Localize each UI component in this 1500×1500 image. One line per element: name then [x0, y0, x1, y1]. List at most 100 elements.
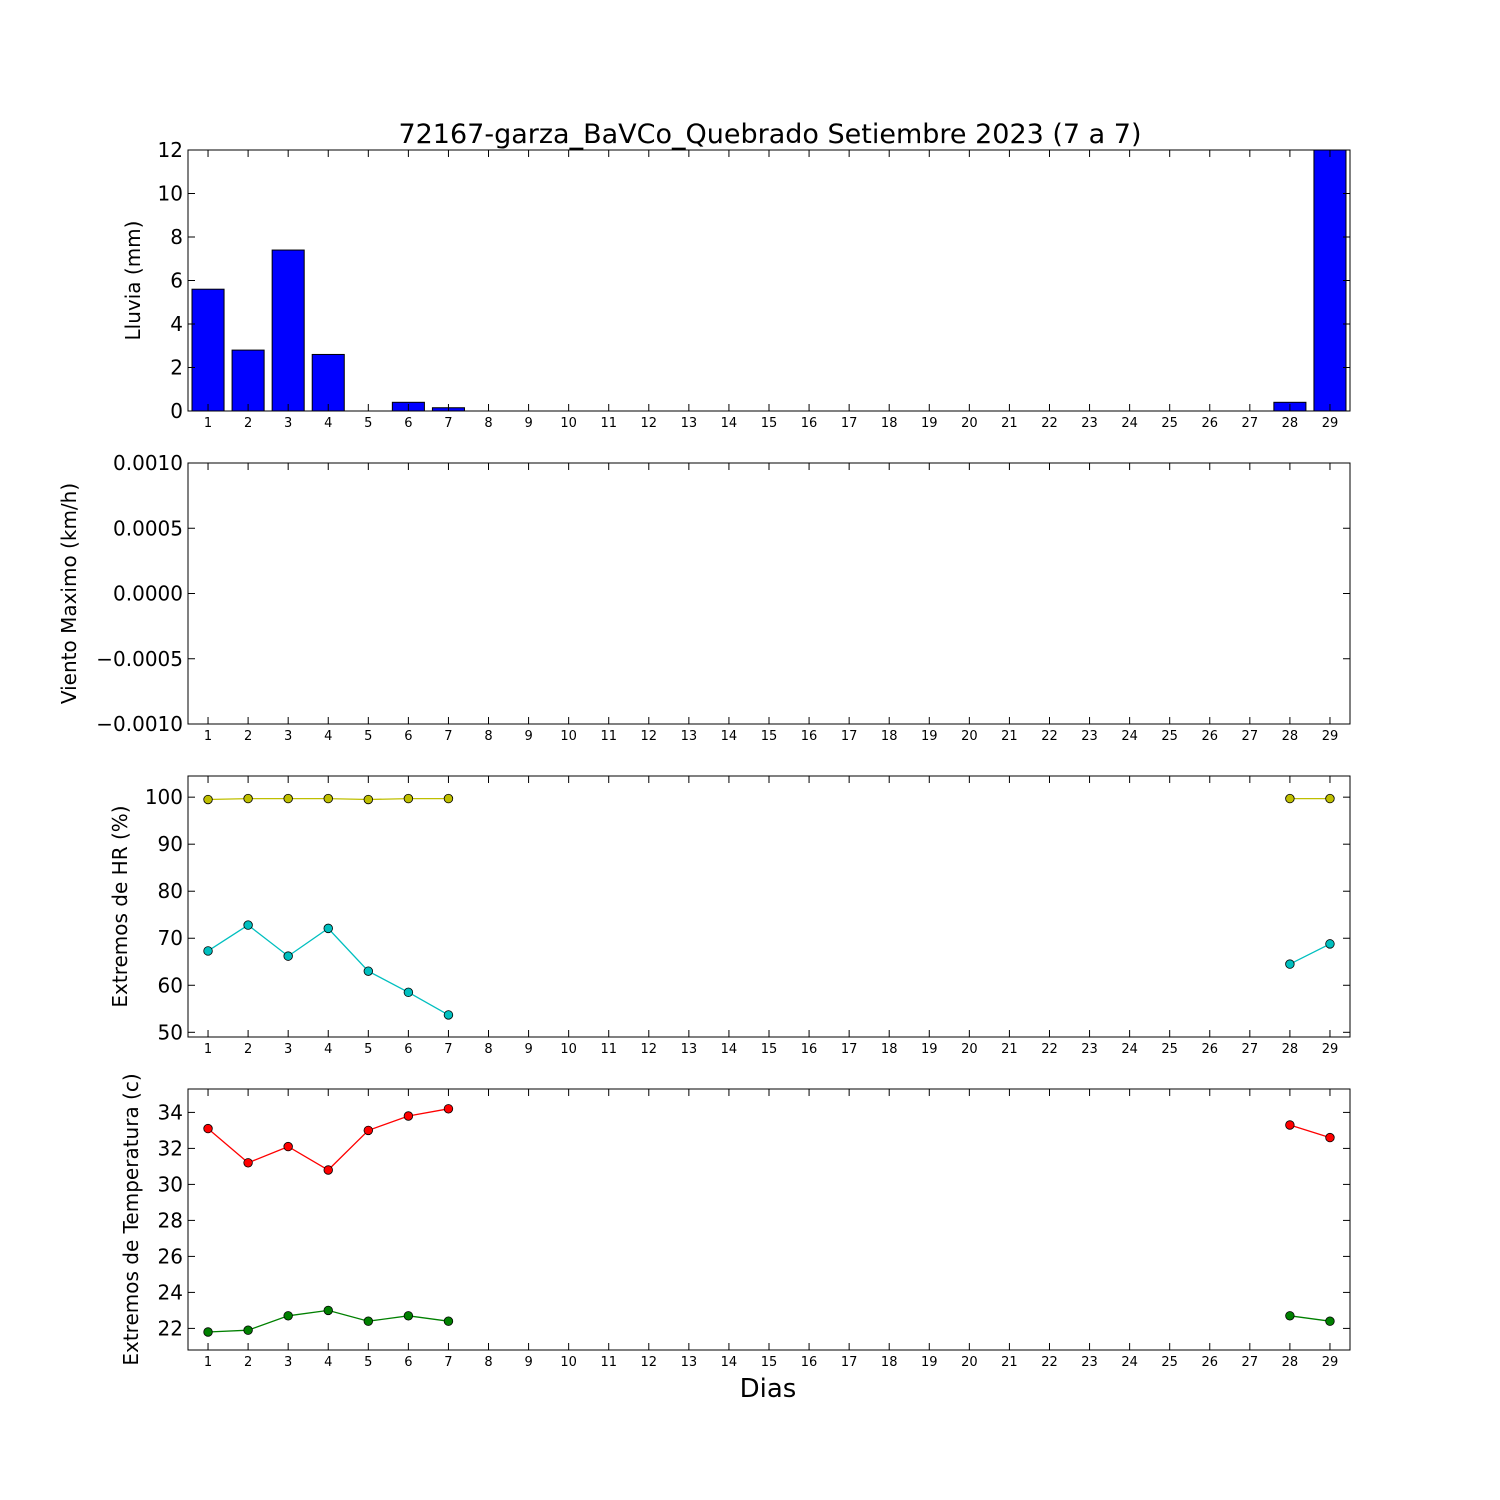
y-tick-label: 6: [170, 269, 183, 293]
temperature-series-1-point: [363, 1125, 374, 1136]
y-tick-label: 24: [158, 1280, 183, 1304]
y-tick-label: 22: [158, 1316, 183, 1340]
x-tick-label: 20: [961, 416, 978, 431]
x-tick-label: 3: [284, 1042, 292, 1057]
x-tick-label: 1: [204, 1042, 212, 1057]
y-tick-label: 4: [170, 312, 183, 336]
y-tick-label: 0.0005: [113, 516, 183, 540]
x-tick-label: 6: [404, 1355, 412, 1370]
humidity-series-2-point: [363, 966, 374, 976]
x-tick-label: 10: [560, 1355, 577, 1370]
x-tick-label: 7: [444, 1042, 452, 1057]
x-tick-label: 21: [1001, 416, 1018, 431]
temperature-series-2-point: [443, 1316, 454, 1326]
x-tick-label: 7: [444, 729, 452, 744]
x-tick-label: 4: [324, 1042, 332, 1057]
x-tick-label: 12: [641, 416, 658, 431]
x-tick-label: 7: [444, 1355, 452, 1370]
x-tick-label: 8: [484, 416, 492, 431]
x-tick-label: 22: [1041, 729, 1058, 744]
x-tick-label: 6: [404, 416, 412, 431]
x-tick-label: 24: [1121, 729, 1138, 744]
x-tick-label: 9: [524, 729, 532, 744]
y-tick-label: 90: [158, 832, 183, 856]
temperature-series-2-point: [243, 1325, 253, 1335]
temperature-series-2-point: [1285, 1311, 1295, 1321]
x-tick-label: 1: [204, 729, 212, 744]
x-tick-label: 7: [444, 416, 452, 431]
temperature-series-2-point: [323, 1305, 333, 1316]
x-tick-label: 10: [560, 729, 577, 744]
x-tick-label: 11: [600, 1355, 617, 1370]
x-tick-label: 9: [524, 1355, 532, 1370]
temperature-series-1-line: [1289, 1124, 1331, 1139]
humidity-series-2-point: [203, 946, 213, 956]
temperature-series-1-point: [203, 1123, 213, 1134]
x-tick-label: 24: [1121, 1042, 1138, 1057]
x-tick-label: 24: [1121, 416, 1138, 431]
x-tick-label: 14: [721, 729, 738, 744]
x-tick-label: 18: [881, 1355, 898, 1370]
x-tick-label: 28: [1282, 416, 1299, 431]
temperature-series-1-point: [323, 1165, 333, 1175]
humidity-series-1-point: [403, 793, 414, 804]
x-tick-label: 9: [524, 416, 532, 431]
rain-bar: [231, 349, 265, 412]
x-tick-label: 6: [404, 1042, 412, 1057]
x-tick-label: 8: [484, 1042, 492, 1057]
x-tick-label: 11: [600, 729, 617, 744]
y-tick-label: 2: [170, 356, 183, 380]
x-tick-label: 29: [1322, 1042, 1339, 1057]
x-tick-label: 3: [284, 1355, 292, 1370]
x-tick-label: 8: [484, 729, 492, 744]
wind-y-axis-label: Viento Maximo (km/h): [57, 483, 81, 704]
x-tick-label: 14: [721, 1355, 738, 1370]
humidity-series-1-point: [323, 793, 333, 804]
x-tick-label: 11: [600, 416, 617, 431]
temperature-series-1-point: [1325, 1132, 1335, 1143]
y-tick-label: 80: [158, 879, 183, 903]
x-tick-label: 22: [1041, 416, 1058, 431]
x-tick-label: 27: [1242, 416, 1259, 431]
x-tick-label: 18: [881, 729, 898, 744]
x-tick-label: 1: [204, 1355, 212, 1370]
y-tick-label: 0.0010: [113, 451, 183, 475]
figure-title: 72167-garza_BaVCo_Quebrado Setiembre 202…: [398, 119, 1141, 150]
x-axis-label: Dias: [740, 1374, 797, 1404]
humidity-series-2-point: [323, 923, 333, 934]
x-tick-label: 16: [801, 1042, 818, 1057]
humidity-series-2-point: [1325, 939, 1335, 949]
x-tick-label: 26: [1201, 1042, 1218, 1057]
x-tick-label: 20: [961, 1355, 978, 1370]
rain-bar: [1313, 149, 1347, 412]
x-tick-label: 25: [1161, 729, 1178, 744]
humidity-series-1-point: [1325, 793, 1335, 804]
x-tick-label: 20: [961, 729, 978, 744]
humidity-series-1-point: [443, 793, 454, 804]
x-tick-label: 27: [1242, 1042, 1259, 1057]
y-tick-label: 26: [158, 1244, 183, 1268]
y-tick-label: 12: [158, 138, 183, 162]
x-tick-label: 22: [1041, 1042, 1058, 1057]
x-tick-label: 27: [1242, 729, 1259, 744]
x-tick-label: 19: [921, 1355, 938, 1370]
x-tick-label: 18: [881, 1042, 898, 1057]
x-tick-label: 13: [681, 1042, 698, 1057]
humidity-series-2-point: [443, 1010, 454, 1020]
x-tick-label: 16: [801, 416, 818, 431]
x-tick-label: 29: [1322, 1355, 1339, 1370]
humidity-series-1-point: [1285, 793, 1295, 804]
x-tick-label: 21: [1001, 1042, 1018, 1057]
x-tick-label: 26: [1201, 1355, 1218, 1370]
x-tick-label: 23: [1081, 1355, 1098, 1370]
humidity-series-1-point: [243, 793, 253, 804]
x-tick-label: 2: [244, 416, 252, 431]
y-tick-label: −0.0005: [96, 647, 183, 671]
x-tick-label: 28: [1282, 1355, 1299, 1370]
x-tick-label: 19: [921, 1042, 938, 1057]
rain-y-axis-label: Lluvia (mm): [121, 221, 145, 341]
x-tick-label: 1: [204, 416, 212, 431]
